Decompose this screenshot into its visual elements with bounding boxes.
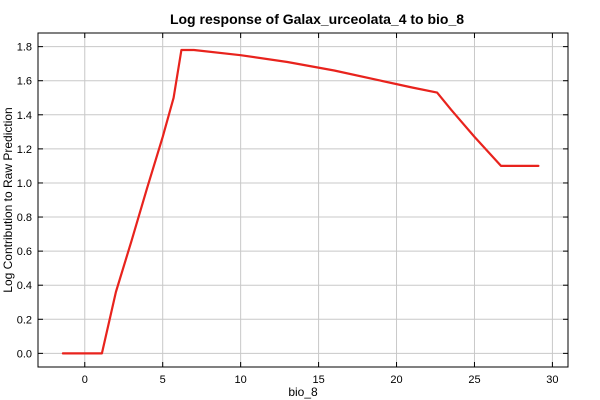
- axis-ticks: 0 5 10 15 20 25 30 0.0 0.2 0.4 0.6 0.8 1.0 1.2 1.4 1.6 1…: [17, 33, 568, 386]
- y-tick-label: 1.6: [17, 76, 32, 88]
- chart-title: Log response of Galax_urceolata_4 to bio…: [170, 11, 464, 27]
- x-axis-label: bio_8: [288, 385, 318, 399]
- y-tick-label: 0.0: [17, 348, 32, 360]
- x-tick-label: 0: [82, 374, 88, 386]
- plot-frame: [37, 32, 569, 368]
- y-tick-label: 0.8: [17, 212, 32, 224]
- x-tick-label: 10: [235, 374, 247, 386]
- y-tick-label: 1.4: [17, 110, 32, 122]
- y-axis-label: Log Contribution to Raw Prediction: [1, 107, 15, 292]
- x-tick-label: 15: [312, 374, 324, 386]
- x-tick-label: 25: [468, 374, 480, 386]
- y-tick-label: 0.6: [17, 246, 32, 258]
- x-tick-label: 20: [390, 374, 402, 386]
- y-tick-label: 0.4: [17, 280, 32, 292]
- response-curve: [61, 48, 540, 355]
- y-tick-label: 0.2: [17, 314, 32, 326]
- x-tick-label: 5: [160, 374, 166, 386]
- x-tick-label: 30: [546, 374, 558, 386]
- y-tick-label: 1.0: [17, 178, 32, 190]
- y-tick-label: 1.8: [17, 42, 32, 54]
- y-tick-label: 1.2: [17, 144, 32, 156]
- plot-area: [61, 48, 540, 355]
- grid-lines: [38, 33, 568, 367]
